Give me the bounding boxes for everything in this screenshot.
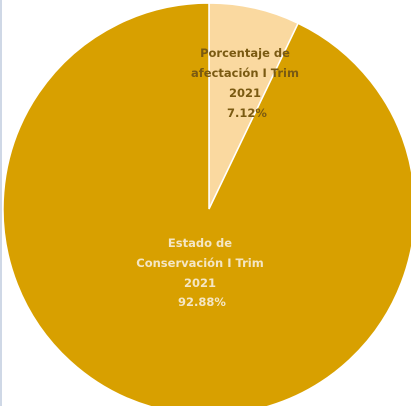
slice-label-afectacion: Porcentaje de afectación I Trim 2021 7.1… — [191, 46, 303, 120]
slice-label-conservacion-line-3: 2021 — [184, 276, 216, 290]
slice-value-conservacion: 92.88% — [178, 295, 226, 309]
left-frame-edge — [0, 0, 2, 406]
slice-label-conservacion-line-1: Estado de — [168, 236, 232, 250]
slice-value-afectacion: 7.12% — [227, 106, 267, 120]
slice-label-conservacion: Estado de Conservación I Trim 2021 92.88… — [136, 236, 267, 309]
slice-label-afectacion-line-2: afectación I Trim — [191, 66, 299, 80]
slice-label-afectacion-line-3: 2021 — [229, 86, 261, 100]
slice-label-conservacion-line-2: Conservación I Trim — [136, 256, 263, 270]
slice-label-afectacion-line-1: Porcentaje de — [200, 46, 290, 60]
